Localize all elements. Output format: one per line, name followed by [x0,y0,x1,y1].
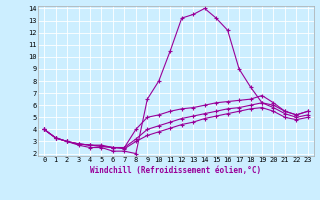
X-axis label: Windchill (Refroidissement éolien,°C): Windchill (Refroidissement éolien,°C) [91,166,261,175]
